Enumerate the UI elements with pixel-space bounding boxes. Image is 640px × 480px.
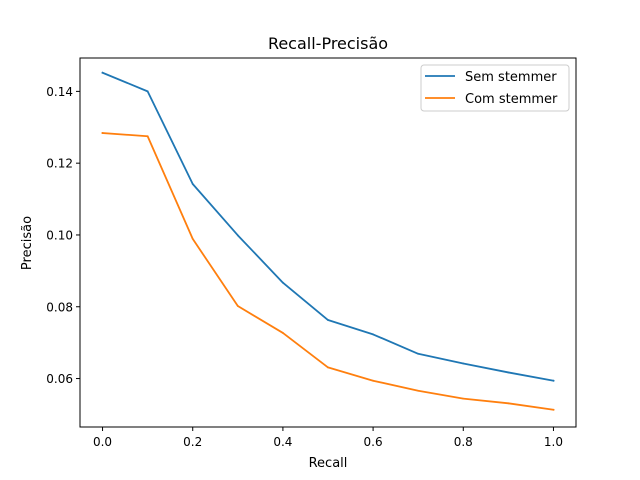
- data-point-com-stemmer: [282, 332, 284, 334]
- plot-area: [79, 57, 577, 428]
- data-point-sem-stemmer: [462, 362, 465, 365]
- x-tick-label: 0.0: [93, 435, 112, 449]
- data-point-com-stemmer: [191, 238, 194, 240]
- data-point-com-stemmer: [372, 379, 374, 382]
- x-tick-label: 0.2: [183, 435, 202, 449]
- series-layer: [101, 71, 555, 411]
- x-axis-label: Recall: [309, 456, 348, 471]
- data-point-sem-stemmer: [236, 234, 239, 237]
- data-point-com-stemmer: [417, 389, 420, 392]
- data-point-com-stemmer: [146, 135, 149, 138]
- data-point-sem-stemmer: [146, 90, 149, 93]
- x-tick-label: 0.4: [273, 435, 292, 449]
- data-point-sem-stemmer: [552, 379, 555, 382]
- data-point-com-stemmer: [327, 366, 329, 369]
- data-point-sem-stemmer: [282, 281, 284, 284]
- data-point-sem-stemmer: [327, 319, 329, 321]
- data-point-com-stemmer: [101, 132, 104, 134]
- y-tick-label: 0.12: [46, 157, 73, 171]
- data-point-sem-stemmer: [191, 183, 194, 185]
- y-axis-label: Precisão: [20, 216, 35, 270]
- data-point-sem-stemmer: [417, 352, 420, 355]
- y-tick-label: 0.10: [46, 228, 73, 242]
- x-axis: 0.0 0.2 0.4 0.6 0.8 1.0: [93, 427, 563, 449]
- y-tick-label: 0.06: [46, 372, 73, 386]
- x-tick-label: 0.8: [454, 435, 473, 449]
- x-tick-label: 1.0: [544, 435, 563, 449]
- legend-label-com-stemmer: Com stemmer: [465, 92, 558, 107]
- legend-label-sem-stemmer: Sem stemmer: [465, 70, 557, 85]
- data-point-sem-stemmer: [372, 333, 374, 336]
- data-point-sem-stemmer: [101, 71, 104, 74]
- data-point-com-stemmer: [507, 402, 510, 405]
- data-point-sem-stemmer: [507, 371, 510, 374]
- y-axis: 0.06 0.08 0.10 0.12 0.14: [46, 85, 80, 386]
- x-tick-label: 0.6: [364, 435, 383, 449]
- data-point-com-stemmer: [236, 305, 239, 307]
- data-point-com-stemmer: [462, 397, 465, 400]
- axes-frame: [79, 57, 577, 428]
- chart-title: Recall-Precisão: [268, 34, 388, 53]
- data-point-com-stemmer: [552, 408, 555, 411]
- legend: Sem stemmer Com stemmer: [420, 64, 570, 112]
- y-tick-label: 0.08: [46, 300, 73, 314]
- y-tick-label: 0.14: [46, 85, 73, 99]
- legend-box: [420, 64, 570, 112]
